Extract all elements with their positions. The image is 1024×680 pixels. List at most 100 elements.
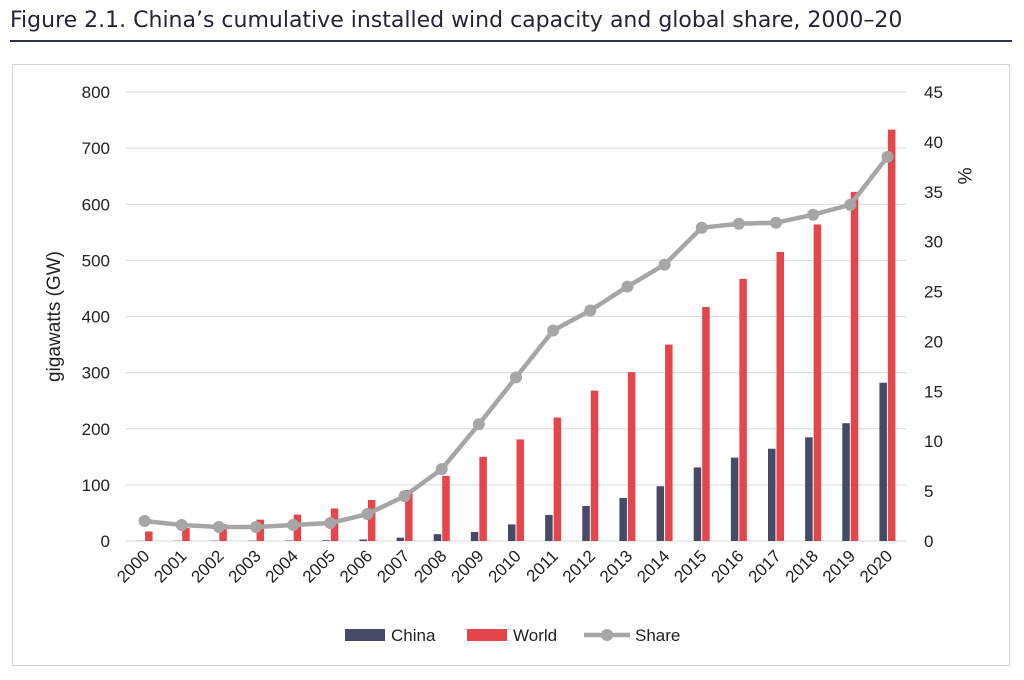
legend-china-swatch xyxy=(345,629,385,641)
x-tick-label: 2015 xyxy=(670,546,710,586)
y-tick-label: 500 xyxy=(82,251,110,270)
bar-china xyxy=(508,524,516,541)
bar-world xyxy=(887,129,896,541)
y2-tick-label: 30 xyxy=(924,233,943,252)
share-point xyxy=(212,521,225,534)
y-tick-label: 200 xyxy=(82,420,110,439)
share-point xyxy=(658,258,671,271)
x-tick-label: 2004 xyxy=(262,546,302,586)
share-point xyxy=(472,418,485,431)
bar-world xyxy=(665,344,673,541)
bar-china xyxy=(619,497,627,541)
y2-tick-label: 40 xyxy=(924,133,943,152)
y2-tick-label: 45 xyxy=(924,83,943,102)
share-point xyxy=(175,519,188,532)
x-tick-label: 2003 xyxy=(225,546,265,586)
y-tick-label: 700 xyxy=(82,139,110,158)
y2-tick-label: 10 xyxy=(924,432,943,451)
share-point xyxy=(807,208,820,221)
x-tick-label: 2002 xyxy=(188,546,228,586)
share-point xyxy=(287,519,300,532)
bar-china xyxy=(805,437,813,541)
bar-china xyxy=(693,467,702,541)
share-point xyxy=(584,304,597,317)
y-tick-label: 300 xyxy=(82,364,110,383)
y-tick-label: 0 xyxy=(101,532,110,551)
x-tick-label: 2009 xyxy=(448,546,488,586)
legend-china-label: China xyxy=(391,626,436,645)
share-point xyxy=(138,515,151,528)
bar-china xyxy=(582,505,590,541)
bar-china xyxy=(879,382,887,541)
bar-world xyxy=(442,475,450,541)
bar-world xyxy=(145,531,153,541)
x-tick-label: 2018 xyxy=(782,546,822,586)
y-axis-title: gigawatts (GW) xyxy=(44,251,65,382)
bar-world xyxy=(590,390,599,541)
bar-world xyxy=(850,191,859,541)
bar-china xyxy=(842,423,850,541)
x-tick-label: 2006 xyxy=(336,546,376,586)
bar-world xyxy=(182,528,190,541)
bar-china xyxy=(322,540,330,541)
x-tick-label: 2016 xyxy=(708,546,748,586)
share-point xyxy=(398,490,411,503)
figure-title: Figure 2.1. China’s cumulative installed… xyxy=(10,8,903,33)
x-tick-label: 2012 xyxy=(559,546,599,586)
y2-tick-label: 35 xyxy=(924,183,943,202)
x-tick-label: 2017 xyxy=(745,546,785,586)
bar-world xyxy=(739,278,747,541)
y2-tick-label: 20 xyxy=(924,332,943,351)
bar-world xyxy=(219,524,227,541)
title-rule xyxy=(10,40,1012,42)
share-point xyxy=(361,508,374,521)
x-tick-label: 2020 xyxy=(856,546,896,586)
share-point xyxy=(435,463,448,476)
bar-world xyxy=(367,500,376,541)
bar-china xyxy=(656,486,665,541)
y-tick-label: 600 xyxy=(82,195,110,214)
bar-china xyxy=(730,457,739,541)
y2-tick-label: 25 xyxy=(924,283,943,302)
x-tick-label: 2014 xyxy=(633,546,673,586)
bar-world xyxy=(702,306,710,541)
x-tick-label: 2007 xyxy=(373,546,413,586)
x-tick-label: 2013 xyxy=(596,546,636,586)
y-tick-label: 100 xyxy=(82,476,110,495)
share-point xyxy=(547,324,560,337)
legend-world-swatch xyxy=(467,629,507,641)
bar-world xyxy=(479,456,487,541)
x-tick-label: 2005 xyxy=(299,546,339,586)
share-point xyxy=(250,521,262,534)
x-tick-label: 2008 xyxy=(410,546,450,586)
bar-china xyxy=(433,534,442,541)
y-tick-label: 400 xyxy=(82,308,110,327)
x-tick-label: 2001 xyxy=(150,546,190,586)
bar-china xyxy=(470,532,479,541)
bar-world xyxy=(627,372,636,541)
y2-tick-label: 0 xyxy=(924,532,933,551)
bar-world xyxy=(813,224,822,541)
legend-share-marker xyxy=(601,629,613,641)
bar-china xyxy=(545,514,553,541)
share-point xyxy=(770,216,782,229)
share-point xyxy=(695,221,708,234)
bar-world xyxy=(776,251,784,542)
y-tick-label: 800 xyxy=(82,83,110,102)
y2-tick-label: 5 xyxy=(924,482,933,501)
bar-world xyxy=(553,417,562,541)
x-tick-label: 2019 xyxy=(819,546,859,586)
share-point xyxy=(732,217,745,230)
share-point xyxy=(510,371,522,384)
x-tick-label: 2000 xyxy=(113,546,153,586)
share-point xyxy=(881,150,894,163)
bar-world xyxy=(405,489,413,541)
legend-share-label: Share xyxy=(635,626,680,645)
x-tick-label: 2011 xyxy=(523,546,562,585)
legend-world-label: World xyxy=(513,626,557,645)
y2-tick-label: 15 xyxy=(924,382,943,401)
bar-china xyxy=(768,448,776,541)
bar-china xyxy=(396,537,405,541)
y2-axis-title: % xyxy=(953,168,974,185)
